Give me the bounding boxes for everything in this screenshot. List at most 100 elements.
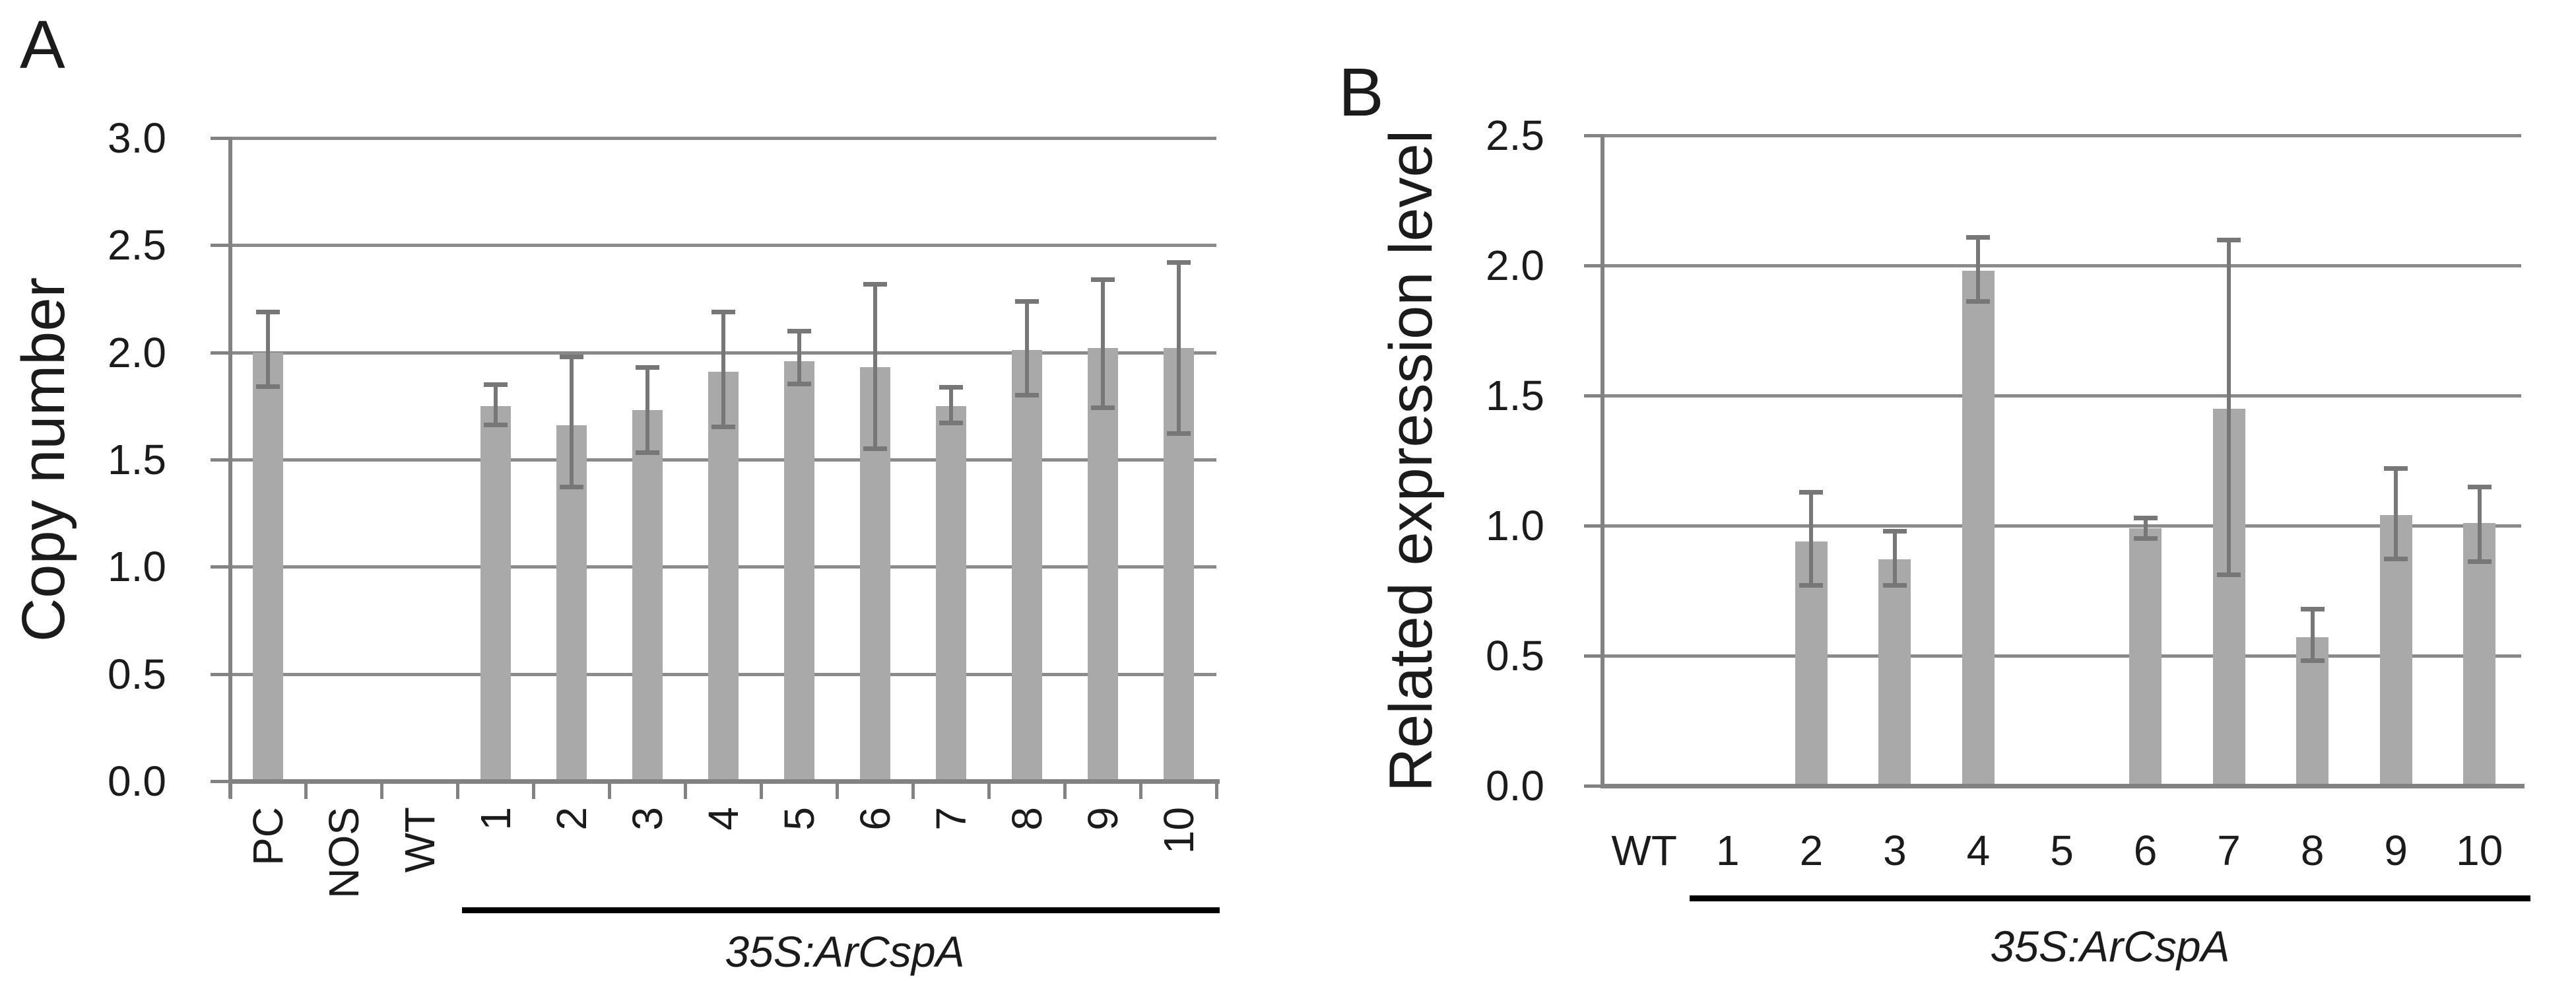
- error-bar-stem: [1976, 236, 1981, 302]
- bar: [935, 405, 966, 781]
- y-axis-tick: [1584, 394, 1602, 398]
- y-axis-tick: [211, 244, 230, 248]
- gridline: [230, 244, 1216, 248]
- error-bar-cap-bottom: [939, 420, 963, 425]
- error-bar-cap-top: [1166, 260, 1191, 265]
- y-tick-label: 0.0: [1486, 762, 1544, 810]
- gridline: [1602, 264, 2521, 267]
- bar: [1087, 348, 1118, 781]
- error-bar-cap-top: [256, 309, 281, 314]
- error-bar-cap-bottom: [560, 485, 584, 490]
- error-bar-stem: [873, 283, 877, 449]
- y-axis-tick: [211, 137, 230, 140]
- error-bar-cap-bottom: [2300, 658, 2325, 663]
- y-tick-label: 0.5: [1486, 632, 1544, 679]
- x-category-label: WT: [1611, 827, 1678, 874]
- x-category-label: 6: [2133, 827, 2158, 874]
- error-bar-cap-bottom: [787, 382, 811, 387]
- x-axis-tick: [987, 783, 991, 799]
- error-bar-cap-top: [2467, 484, 2492, 489]
- transgene-group-label: 35S:ArCspA: [725, 927, 965, 976]
- error-bar-cap-bottom: [2384, 557, 2408, 562]
- transgene-group-underline: [462, 907, 1220, 913]
- error-bar-stem: [2227, 239, 2231, 575]
- y-axis-tick: [211, 458, 230, 462]
- error-bar-cap-top: [1014, 298, 1039, 304]
- error-bar-cap-bottom: [2133, 536, 2158, 541]
- panel-letter: A: [20, 7, 65, 83]
- x-axis-tick: [456, 783, 460, 799]
- x-axis-tick: [835, 783, 839, 799]
- error-bar-cap-bottom: [863, 446, 887, 451]
- y-tick-label: 2.5: [108, 221, 166, 269]
- bar: [253, 352, 284, 781]
- error-bar-stem: [1024, 300, 1029, 396]
- error-bar-stem: [494, 384, 498, 426]
- bar: [708, 371, 739, 781]
- y-tick-label: 2.5: [1486, 112, 1544, 159]
- bar: [1878, 559, 1911, 786]
- error-bar-cap-bottom: [1882, 582, 1907, 588]
- gridline: [1602, 654, 2521, 658]
- x-axis-tick: [1214, 783, 1218, 799]
- error-bar-cap-top: [560, 355, 584, 360]
- error-bar-cap-bottom: [484, 423, 508, 428]
- y-axis-tick: [1584, 134, 1602, 137]
- y-tick-label: 1.5: [1486, 372, 1544, 419]
- error-bar-cap-top: [787, 329, 811, 334]
- x-category-label: 5: [2050, 827, 2074, 874]
- error-bar-cap-top: [711, 309, 735, 314]
- error-bar-stem: [645, 367, 650, 454]
- error-bar-cap-bottom: [1014, 392, 1039, 398]
- x-axis-tick: [532, 783, 536, 799]
- error-bar-stem: [948, 386, 953, 423]
- error-bar-stem: [797, 331, 801, 385]
- y-axis-tick: [1584, 524, 1602, 528]
- y-tick-label: 2.0: [108, 328, 166, 376]
- x-axis-line: [1601, 784, 2525, 788]
- error-bar-cap-top: [484, 382, 508, 388]
- error-bar-stem: [1809, 491, 1814, 586]
- y-axis-line: [228, 137, 232, 798]
- x-axis-tick: [759, 783, 763, 799]
- x-category-label: 2: [1799, 827, 1824, 874]
- x-axis-tick: [304, 783, 308, 799]
- y-tick-label: 3.0: [108, 114, 166, 162]
- error-bar-cap-bottom: [2217, 572, 2241, 577]
- panel-letter: B: [1338, 54, 1384, 130]
- x-category-label: 8: [2300, 827, 2325, 874]
- x-axis-tick: [380, 783, 384, 799]
- gridline: [1602, 394, 2521, 398]
- gridline: [1602, 524, 2521, 528]
- error-bar-cap-top: [1966, 234, 1991, 240]
- bar: [2129, 528, 2162, 786]
- y-tick-label: 0.0: [108, 757, 166, 805]
- y-tick-label: 0.5: [108, 650, 166, 698]
- bar: [1962, 270, 1995, 786]
- y-tick-label: 1.0: [108, 543, 166, 591]
- error-bar-cap-bottom: [1166, 431, 1191, 436]
- error-bar-cap-top: [939, 384, 963, 390]
- y-axis-tick: [1584, 654, 1602, 658]
- y-axis-tick: [211, 780, 230, 783]
- y-axis-tick: [211, 351, 230, 355]
- transgene-group-underline: [1690, 895, 2530, 901]
- x-axis-tick: [228, 783, 232, 799]
- y-axis-tick: [1584, 784, 1602, 788]
- x-category-label: 3: [1883, 827, 1907, 874]
- bar: [1011, 350, 1042, 781]
- bar: [783, 361, 814, 781]
- x-category-label: 1: [1716, 827, 1740, 874]
- x-axis-tick: [684, 783, 688, 799]
- error-bar-stem: [570, 357, 574, 488]
- error-bar-stem: [2143, 518, 2148, 539]
- y-axis-line: [1601, 134, 1604, 788]
- error-bar-stem: [1176, 262, 1181, 434]
- error-bar-cap-top: [2300, 607, 2325, 612]
- bar: [480, 405, 512, 781]
- x-category-label: 7: [2217, 827, 2241, 874]
- error-bar-cap-top: [1882, 528, 1907, 534]
